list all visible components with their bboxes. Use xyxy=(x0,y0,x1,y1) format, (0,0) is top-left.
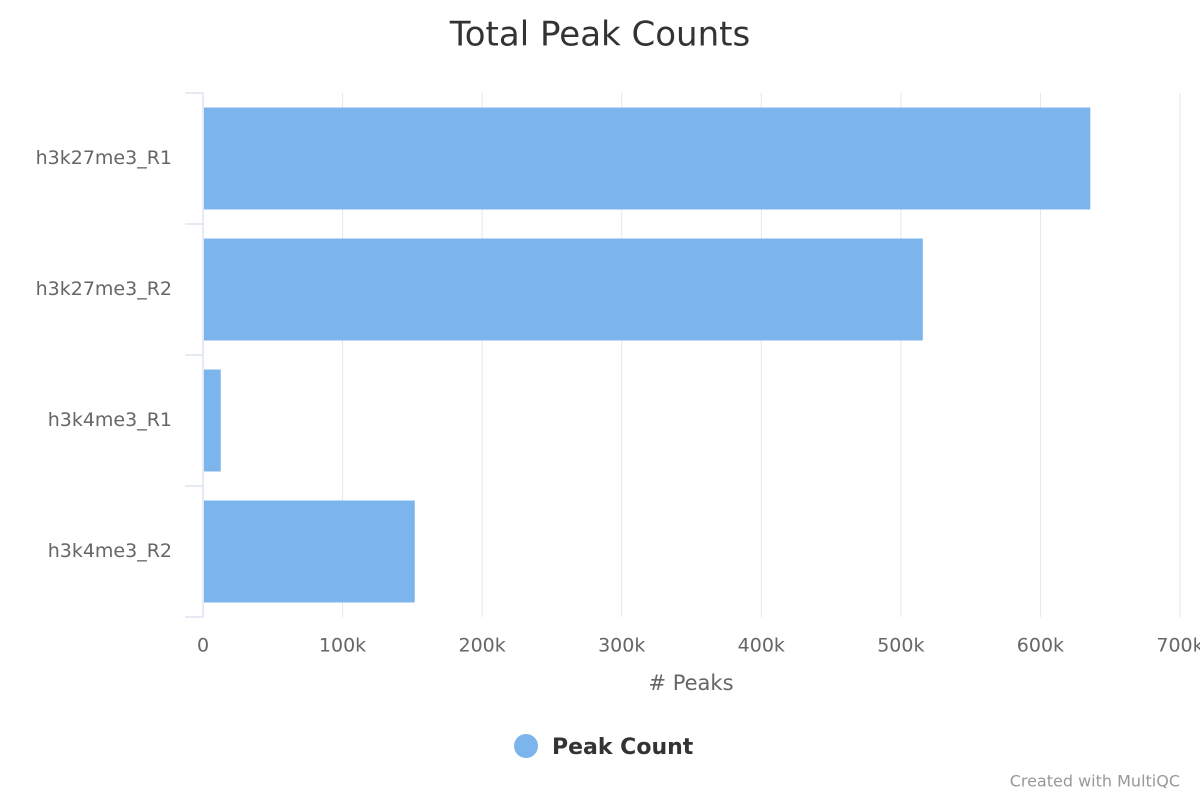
x-tick-label: 0 xyxy=(197,635,209,657)
y-tick-label: h3k4me3_R1 xyxy=(48,409,172,431)
bar xyxy=(204,238,923,341)
x-tick-label: 600k xyxy=(1017,635,1064,657)
x-tick-label: 700k xyxy=(1156,635,1200,657)
legend-marker xyxy=(514,734,538,758)
bar xyxy=(204,500,415,603)
x-tick-label: 500k xyxy=(877,635,924,657)
x-axis-label: # Peaks xyxy=(648,671,733,695)
y-tick-label: h3k27me3_R1 xyxy=(36,147,172,169)
credits: Created with MultiQC xyxy=(1010,772,1180,791)
x-tick-label: 400k xyxy=(738,635,785,657)
y-tick-label: h3k27me3_R2 xyxy=(36,278,172,300)
bar xyxy=(204,369,221,472)
x-tick-label: 300k xyxy=(598,635,645,657)
chart-title: Total Peak Counts xyxy=(449,15,750,55)
legend-label: Peak Count xyxy=(552,735,694,760)
x-tick-label: 200k xyxy=(459,635,506,657)
bar xyxy=(204,107,1091,210)
x-tick-label: 100k xyxy=(319,635,366,657)
y-tick-label: h3k4me3_R2 xyxy=(48,540,172,562)
